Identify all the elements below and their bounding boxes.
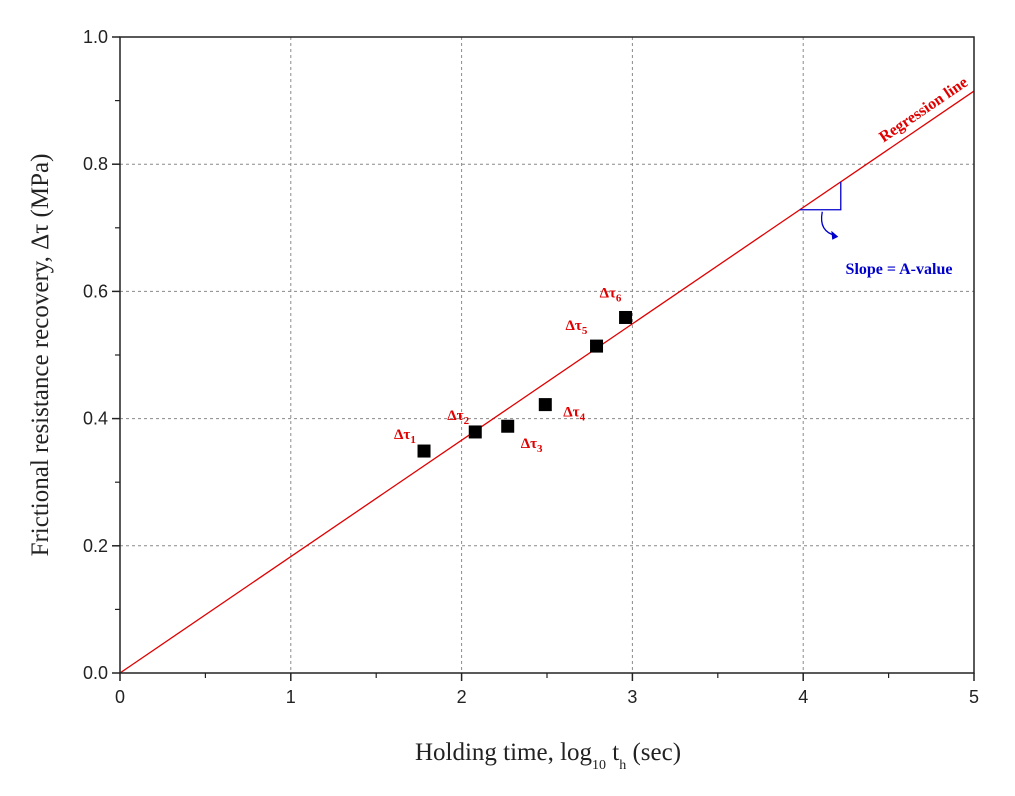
slope-arrow-curve: [820, 211, 837, 237]
slope-label: Slope = A-value: [846, 261, 953, 278]
point-label: Δτ2: [447, 408, 469, 427]
y-tick-label: 0.4: [83, 409, 108, 429]
data-point: [468, 425, 482, 439]
x-tick-label: 1: [286, 687, 296, 707]
axes-frame: [119, 36, 975, 674]
point-label: Δτ3: [521, 436, 543, 455]
point-label: Δτ6: [600, 285, 622, 304]
data-point: [538, 398, 552, 412]
y-tick-label: 0.6: [83, 281, 108, 301]
x-axis-label: Holding time, log10 th (sec): [415, 739, 681, 773]
y-axis-ticks: 0.0 0.2 0.4 0.6 0.8 1.0: [83, 27, 120, 683]
data-points: [417, 310, 633, 458]
y-tick-label: 0.2: [83, 536, 108, 556]
slope-annotation: Slope = A-value: [799, 181, 953, 278]
x-tick-label: 4: [798, 687, 808, 707]
y-tick-label: 1.0: [83, 27, 108, 47]
point-labels: Δτ1 Δτ2 Δτ3 Δτ4 Δτ5 Δτ6: [394, 285, 622, 455]
point-label: Δτ5: [566, 318, 588, 337]
slope-arrow-head: [831, 230, 839, 240]
x-tick-label: 3: [627, 687, 637, 707]
x-tick-label: 2: [457, 687, 467, 707]
data-point: [417, 444, 431, 458]
x-axis-ticks: 0 1 2 3 4 5: [115, 673, 979, 707]
data-point: [590, 339, 604, 353]
regression-line: [119, 90, 975, 674]
y-axis-label: Frictional resistance recovery, Δτ (MPa): [27, 154, 54, 557]
grid: [120, 37, 974, 673]
x-tick-label: 0: [115, 687, 125, 707]
point-label: Δτ4: [563, 405, 585, 424]
plot-frame: [119, 36, 975, 674]
point-label: Δτ1: [394, 427, 416, 446]
regression-line-label: Regression line: [876, 74, 971, 146]
y-tick-label: 0.0: [83, 663, 108, 683]
data-point: [619, 310, 633, 324]
x-tick-label: 5: [969, 687, 979, 707]
slope-triangle: [799, 181, 842, 211]
y-tick-label: 0.8: [83, 154, 108, 174]
data-point: [501, 419, 515, 433]
